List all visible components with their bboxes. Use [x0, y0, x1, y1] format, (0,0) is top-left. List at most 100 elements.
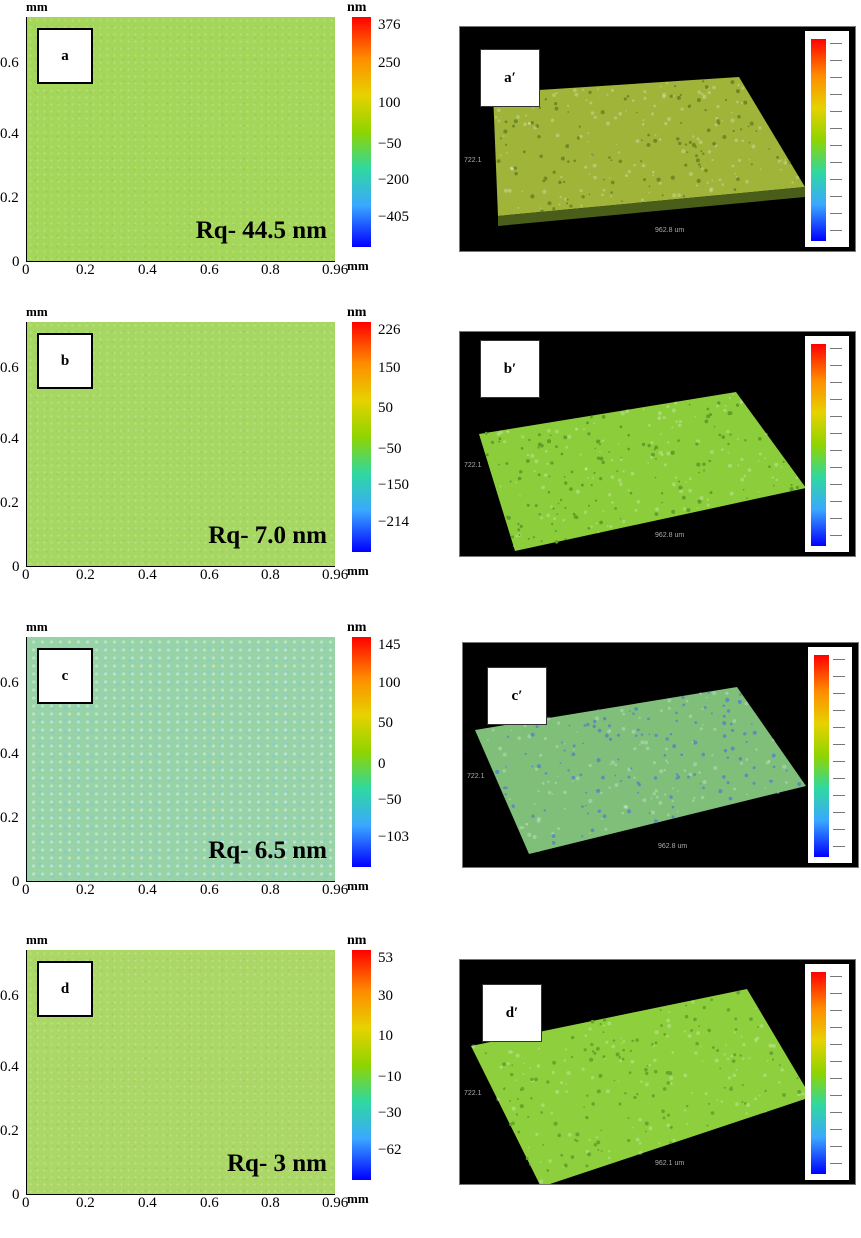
- surface-texture-dot: [732, 1059, 736, 1063]
- surface-texture-dot: [611, 501, 614, 504]
- surface-texture-dot: [538, 850, 540, 852]
- x-tick-label: 0.2: [76, 1195, 95, 1212]
- surface-texture-dot: [731, 1055, 734, 1058]
- surface-texture-dot: [642, 798, 646, 802]
- surface-texture-dot: [652, 174, 654, 176]
- surface-texture-dot: [687, 776, 690, 779]
- surface-texture-dot: [670, 95, 673, 98]
- colorbar-tick-label: 150: [378, 360, 401, 377]
- surface-texture-dot: [535, 768, 538, 771]
- surface-texture-dot: [608, 786, 611, 789]
- surface-texture-dot: [682, 496, 686, 500]
- surface-texture-dot: [689, 172, 693, 176]
- surface-texture-dot: [723, 409, 726, 412]
- surface-texture-dot: [580, 189, 583, 192]
- surface-texture-dot: [546, 513, 550, 517]
- surface-texture-dot: [636, 1138, 640, 1142]
- surface-texture-dot: [529, 1164, 531, 1166]
- surface-3d-colorbar-tick: [833, 761, 845, 762]
- x-tick-label: 0.4: [138, 1195, 157, 1212]
- surface-texture-dot: [627, 434, 630, 437]
- surface-texture-dot: [632, 99, 635, 102]
- surface-texture-dot: [510, 1073, 513, 1076]
- surface-texture-dot: [702, 787, 705, 790]
- surface-texture-dot: [730, 492, 734, 496]
- colorbar-tick-label: −405: [378, 209, 409, 226]
- surface-texture-dot: [602, 439, 605, 442]
- surface-texture-dot: [648, 192, 650, 194]
- surface-texture-dot: [707, 692, 709, 694]
- surface-texture-dot: [618, 1056, 621, 1059]
- surface-texture-dot: [769, 1051, 773, 1055]
- surface-texture-dot: [644, 1068, 648, 1072]
- surface-texture-dot: [743, 489, 745, 491]
- surface-texture-dot: [576, 776, 580, 780]
- surface-texture-dot: [766, 761, 770, 765]
- surface-texture-dot: [666, 1035, 668, 1037]
- surface-texture-dot: [757, 491, 759, 493]
- surface-texture-dot: [506, 152, 508, 154]
- surface-texture-dot: [505, 766, 507, 768]
- surface-texture-dot: [547, 716, 551, 720]
- surface-texture-dot: [556, 133, 560, 137]
- surface-texture-dot: [636, 112, 638, 114]
- surface-texture-dot: [561, 453, 564, 456]
- surface-texture-dot: [593, 1052, 596, 1055]
- y-tick-label: 0.6: [0, 360, 19, 377]
- surface-texture-dot: [664, 769, 666, 771]
- surface-texture-dot: [708, 91, 711, 94]
- surface-texture-dot: [633, 1096, 636, 1099]
- surface-texture-dot: [742, 1043, 745, 1046]
- surface-texture-dot: [695, 154, 698, 157]
- surface-texture-dot: [650, 456, 653, 459]
- surface-3d-colorbar: [805, 336, 849, 552]
- surface-texture-dot: [614, 1080, 616, 1082]
- surface-texture-dot: [749, 159, 751, 161]
- surface-texture-dot: [540, 1161, 542, 1163]
- surface-3d-colorbar-tick: [830, 518, 842, 519]
- surface-texture-dot: [565, 1083, 567, 1085]
- surface-3d-colorbar-tick: [830, 43, 842, 44]
- surface-texture-dot: [596, 440, 600, 444]
- surface-texture-dot: [545, 450, 548, 453]
- surface-3d-colorbar-tick: [830, 467, 842, 468]
- surface-3d-panel-b: b′ 722.1 962.8 um: [459, 331, 856, 557]
- surface-texture-dot: [539, 754, 542, 757]
- surface-texture-dot: [556, 92, 558, 94]
- surface-texture-dot: [535, 1133, 538, 1136]
- surface-texture-dot: [503, 786, 506, 789]
- surface-texture-dot: [549, 475, 551, 477]
- surface-texture-dot: [601, 193, 604, 196]
- surface-texture-dot: [571, 1036, 574, 1039]
- surface-texture-dot: [672, 193, 676, 197]
- surface-texture-dot: [752, 782, 755, 785]
- surface-texture-dot: [534, 470, 536, 472]
- surface-texture-dot: [653, 792, 656, 795]
- surface-texture-dot: [581, 484, 584, 487]
- surface-texture-dot: [504, 189, 508, 193]
- surface-texture-dot: [576, 731, 578, 733]
- colorbar-tick-label: −50: [378, 136, 401, 153]
- surface-texture-dot: [552, 93, 556, 97]
- surface-3d-colorbar-gradient: [814, 655, 829, 857]
- surface-texture-dot: [737, 438, 739, 440]
- surface-texture-dot: [514, 172, 518, 176]
- surface-texture-dot: [765, 433, 768, 436]
- surface-texture-dot: [736, 101, 739, 104]
- surface-texture-dot: [516, 1113, 518, 1115]
- surface-texture-dot: [547, 781, 549, 783]
- surface-texture-dot: [702, 1060, 704, 1062]
- surface-texture-dot: [680, 108, 683, 111]
- surface-texture-dot: [724, 749, 728, 753]
- surface-texture-dot: [604, 828, 607, 831]
- surface-texture-dot: [665, 748, 668, 751]
- colorbar-tick-label: −103: [378, 829, 409, 846]
- surface-texture-dot: [579, 773, 582, 776]
- surface-texture-dot: [655, 1030, 659, 1034]
- surface-texture-dot: [523, 1063, 525, 1065]
- surface-texture-dot: [533, 803, 535, 805]
- panel-label-c: c: [37, 648, 93, 704]
- surface-texture-dot: [666, 82, 668, 84]
- surface-texture-dot: [676, 720, 678, 722]
- surface-texture-dot: [671, 815, 674, 818]
